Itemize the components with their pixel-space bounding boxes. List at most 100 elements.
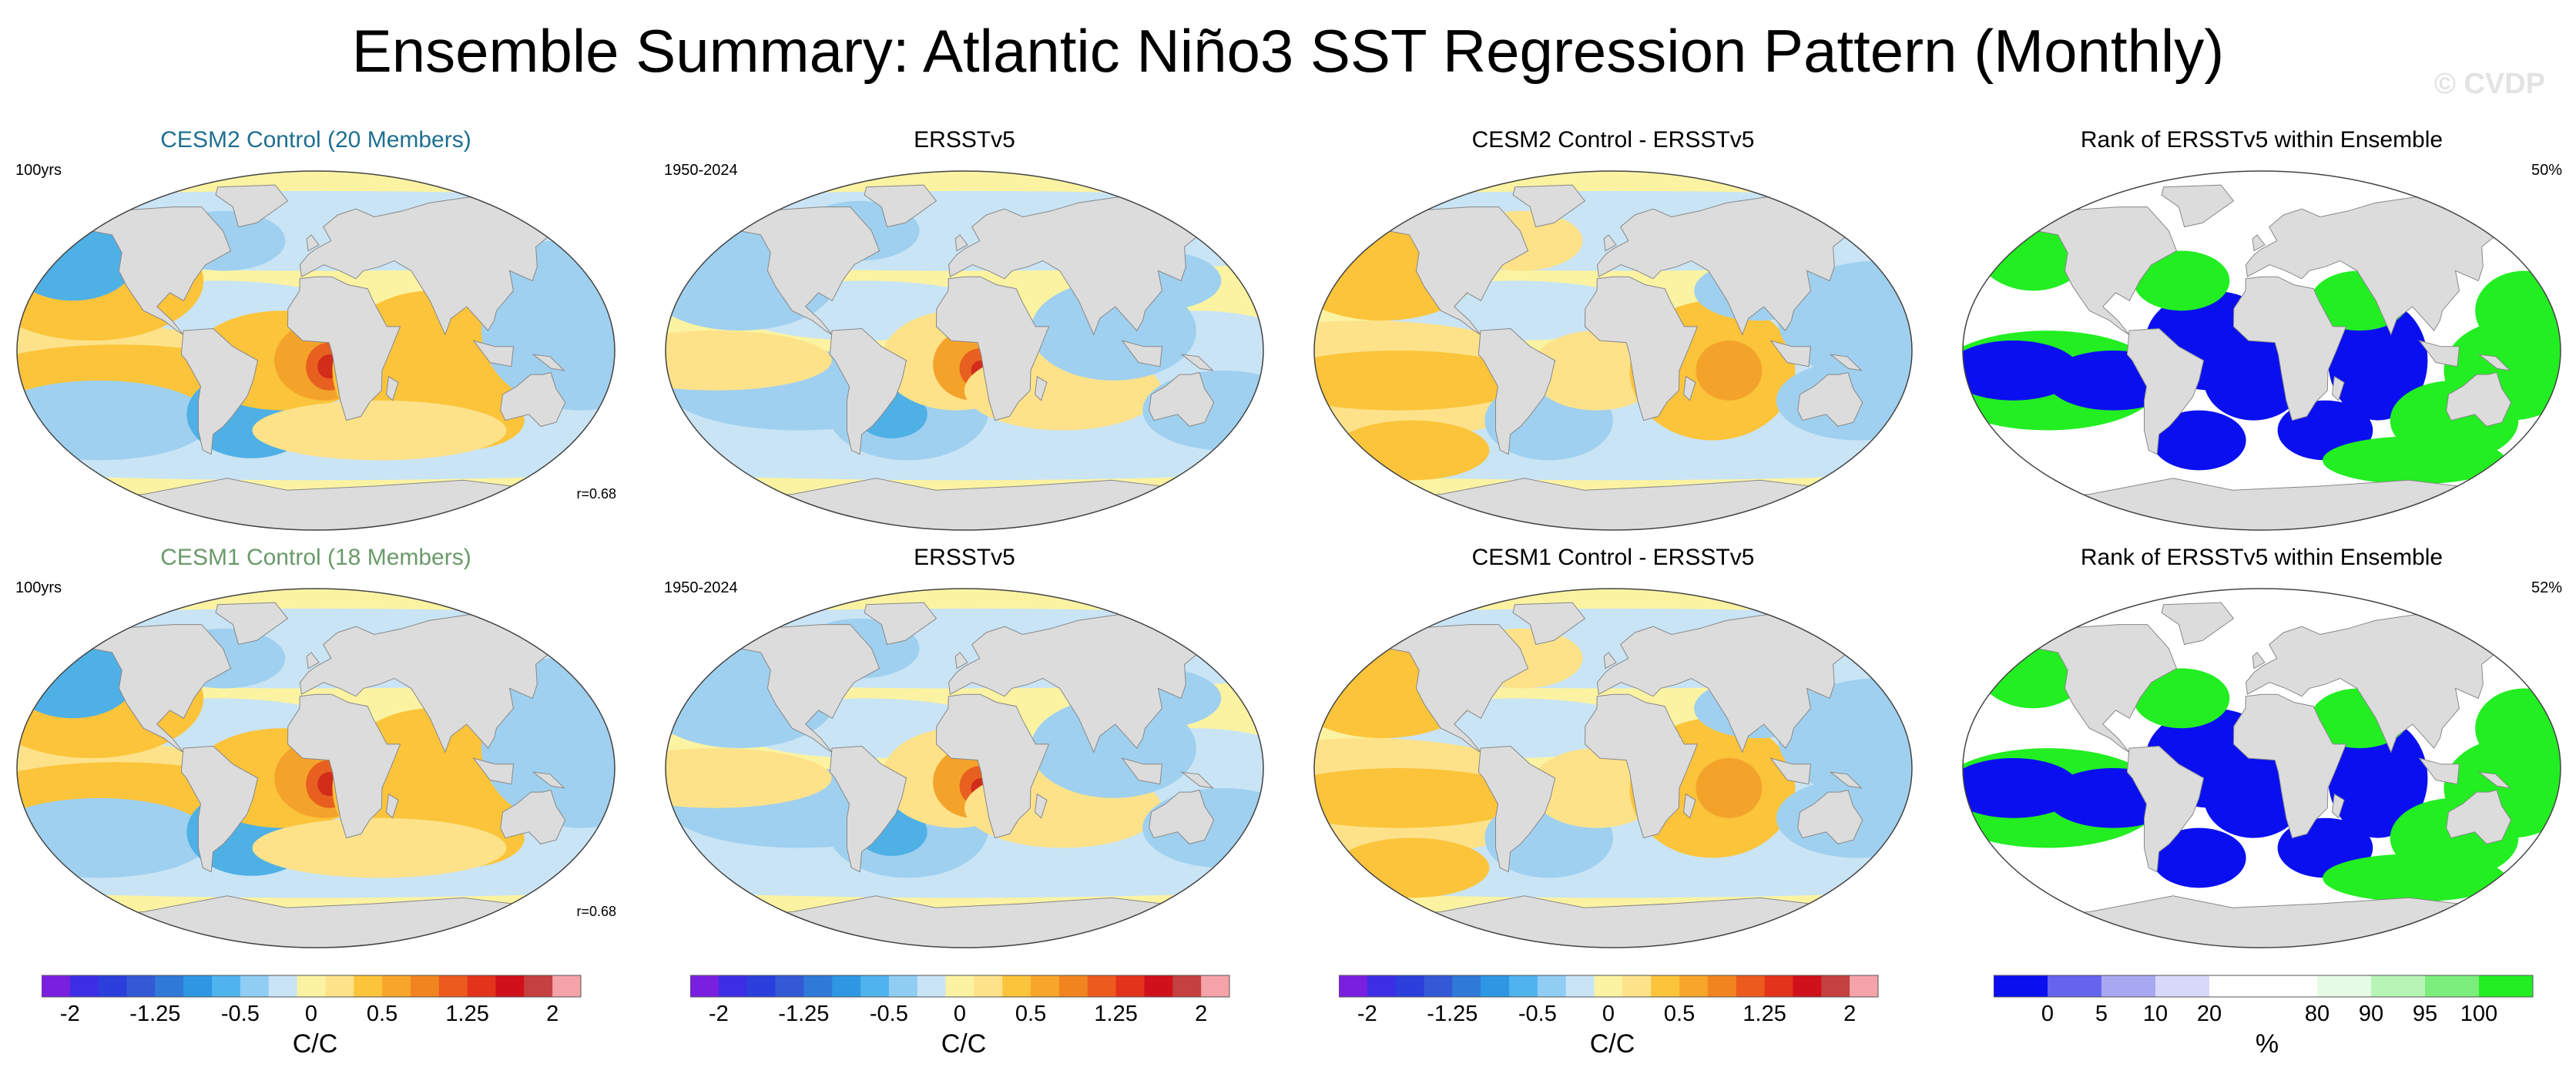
colorbar-tick-label: 95 [2412,1002,2438,1026]
world-map [1962,170,2561,531]
continent [2126,327,2205,455]
colorbar-bin [1537,975,1567,997]
colorbar-bin [410,975,440,997]
colorbar: -2 -1.25 -0.5 0 0.5 1.25 2 C/C [42,974,589,1059]
colorbar-bin [1087,975,1117,997]
panel-title: Rank of ERSSTv5 within Ensemble [2080,127,2444,153]
colorbar-bin [268,975,298,997]
world-map [665,170,1264,531]
continent [716,206,880,335]
colorbar-frame [1339,975,1879,998]
colorbar-bin [1172,975,1202,997]
continent [1180,771,1214,789]
watermark: © CVDP [2433,68,2545,100]
colorbar-tick-label: 90 [2358,1002,2384,1026]
continent [935,693,1050,839]
colorbar-bin [803,975,833,997]
continent [472,340,515,368]
continent [2161,184,2235,228]
panel-title: CESM2 Control - ERSSTv5 [1471,127,1755,153]
map-panel-rank: Rank of ERSSTv5 within Ensemble 52% [1961,542,2562,948]
colorbar-tick-label: 0.5 [1663,1002,1696,1026]
continent [1365,206,1529,335]
colorbar: 0 5 10 20 80 90 95 100% [1994,974,2541,1059]
colorbar-bin [1058,975,1088,997]
colorbar-bin [1395,975,1425,997]
map-border [1313,588,1913,948]
continent [180,745,259,873]
continent [2252,652,2266,670]
colorbar: -2 -1.25 -0.5 0 0.5 1.25 2 C/C [690,974,1237,1059]
anomaly-contour [2204,758,2303,838]
panel-title: CESM2 Control (20 Members) [160,127,471,153]
world-map [665,588,1264,948]
continent [1603,652,1617,670]
continent [1034,375,1048,401]
continent [1149,371,1215,427]
anomaly-contour [2328,718,2428,838]
colorbar-bin [126,975,156,997]
colorbar-bin [183,975,213,997]
colorbar-bin [2425,975,2480,997]
colorbar-tick-label: 100 [2460,1002,2498,1026]
colorbar-bin [2101,975,2156,997]
colorbar-bin [495,975,525,997]
continent [1797,789,1863,844]
continent [1034,793,1048,819]
colorbar-bin [382,975,411,997]
colorbar-bin [1481,975,1510,997]
colorbar-tick-label: 80 [2304,1002,2330,1026]
continent [215,602,289,646]
colorbar-tick-label: 0 [304,1002,318,1026]
continent [948,614,1226,753]
colorbar-bin [690,975,719,997]
anomaly-contour [1334,420,1490,481]
anomaly-contour [2152,410,2246,471]
period-label: 100yrs [15,579,62,596]
map-border [16,588,615,948]
map-border [1313,170,1913,531]
continent [1584,276,1699,421]
map-panel-obs: ERSSTv5 1950-2024 [664,542,1265,948]
period-label: 1950-2024 [664,162,738,179]
continent [299,196,578,336]
colorbar-tick-label: -1.25 [1427,1002,1478,1026]
colorbar-bin [297,975,326,997]
continent [1584,693,1699,839]
anomaly-contour [2204,341,2303,421]
colorbar-tick-label: 0.5 [1015,1002,1047,1026]
colorbar-bin [1850,975,1879,997]
anomaly-contour [1696,758,1763,818]
anomaly-contour [2133,668,2230,729]
colorbar-tick-label: 0 [953,1002,967,1026]
colorbar-bin [1821,975,1850,997]
continent [1512,602,1586,646]
colorbar-bin [1594,975,1623,997]
rank-percent-label: 50% [2531,162,2562,179]
continent [1180,354,1214,371]
colorbar: -2 -1.25 -0.5 0 0.5 1.25 2 C/C [1339,974,1886,1059]
continent [2418,340,2460,368]
colorbar-bin [1994,975,2048,997]
anomaly-contour [1778,678,1912,798]
colorbar-bin [1764,975,1793,997]
continent [864,602,937,646]
colorbar-bin [2209,975,2264,997]
map-border [665,170,1264,531]
colorbar-bin [888,975,918,997]
map-panel-obs: ERSSTv5 1950-2024 [664,125,1265,531]
continent [215,184,289,228]
continent [1596,196,1875,336]
colorbar-bin [524,975,553,997]
world-map [1962,588,2561,948]
continent [2331,793,2345,819]
colorbar-bin [1367,975,1397,997]
anomaly-contour [1778,260,1912,381]
colorbar-bin [2479,975,2534,997]
continent [2418,757,2460,785]
colorbar-bin [1793,975,1822,997]
anomaly-contour [252,400,507,461]
colorbar-bin [1622,975,1652,997]
colorbar-tick-label: -1.25 [129,1002,181,1026]
continent [1478,745,1556,873]
